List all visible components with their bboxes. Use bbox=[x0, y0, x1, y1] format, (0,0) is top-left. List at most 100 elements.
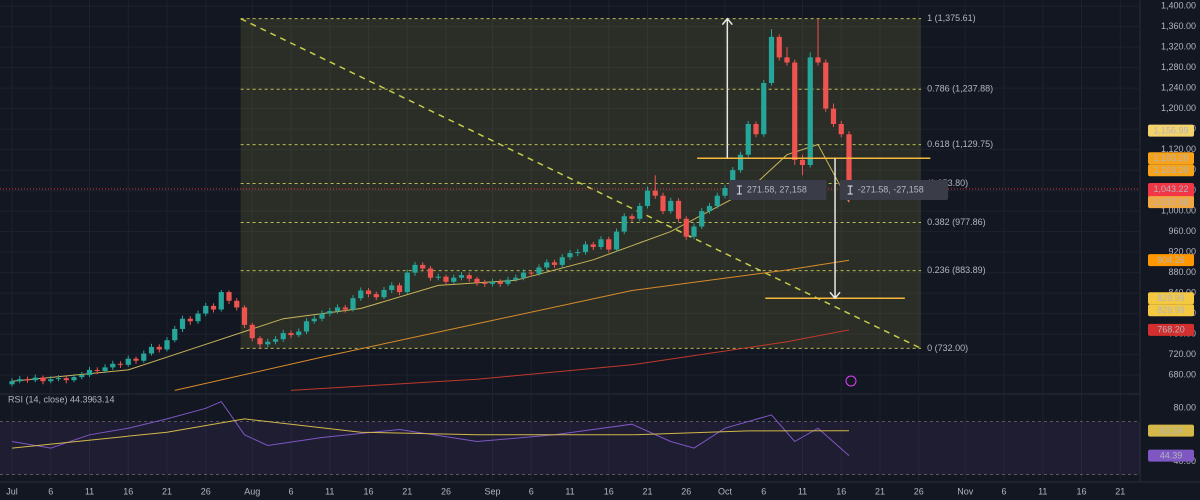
candle-body bbox=[71, 377, 77, 381]
y-tick-label: 960.00 bbox=[1168, 226, 1196, 236]
candle-body bbox=[404, 272, 410, 293]
candle-body bbox=[629, 216, 635, 219]
candle-body bbox=[435, 276, 441, 278]
candle-body bbox=[598, 239, 604, 247]
price-label-box bbox=[1148, 124, 1194, 137]
candle-body bbox=[412, 264, 418, 273]
y-tick-label: 720.00 bbox=[1168, 349, 1196, 359]
moving-average bbox=[174, 259, 850, 391]
candle-body bbox=[637, 205, 643, 219]
candle-body bbox=[48, 379, 54, 382]
price-label-box bbox=[1148, 292, 1194, 305]
price-label-box bbox=[1148, 254, 1194, 267]
price-label: 829.99 bbox=[1157, 293, 1185, 303]
candle-body bbox=[644, 190, 651, 206]
candle-body bbox=[327, 311, 333, 314]
candle-body bbox=[110, 363, 116, 368]
candle-body bbox=[342, 307, 348, 310]
x-tick-label: 11 bbox=[85, 486, 94, 496]
candle-body bbox=[683, 218, 689, 237]
candle-body bbox=[55, 378, 62, 380]
fib-label: 0.786 (1,237.88) bbox=[927, 84, 993, 94]
candle-body bbox=[40, 377, 46, 382]
candle-body bbox=[125, 358, 131, 365]
y-tick-label: 1,400.00 bbox=[1161, 1, 1196, 11]
x-tick-label: 16 bbox=[123, 486, 133, 496]
x-tick-label: Aug bbox=[244, 486, 260, 496]
candle-body bbox=[365, 290, 372, 295]
x-tick-label: 6 bbox=[1001, 486, 1006, 496]
x-tick-label: 26 bbox=[914, 486, 924, 496]
candle-body bbox=[234, 300, 240, 308]
x-tick-label: 21 bbox=[1115, 486, 1125, 496]
candle-body bbox=[761, 83, 767, 135]
candle-body bbox=[133, 358, 139, 361]
candle-body bbox=[358, 290, 364, 299]
candle-body bbox=[497, 281, 503, 284]
y-tick-label: 680.00 bbox=[1168, 369, 1196, 379]
candle-body bbox=[652, 190, 658, 196]
fib-label: 0.236 (883.89) bbox=[927, 265, 986, 275]
rsi-band bbox=[0, 421, 1140, 475]
candle-body bbox=[815, 57, 821, 63]
y-tick-label: 1,120.00 bbox=[1161, 144, 1196, 154]
y-tick-label: 1,360.00 bbox=[1161, 21, 1196, 31]
price-label: 1,017.46 bbox=[1153, 197, 1188, 207]
candle-body bbox=[551, 262, 558, 265]
candle-body bbox=[24, 379, 31, 381]
candle-body bbox=[63, 378, 69, 381]
x-tick-label: 11 bbox=[565, 486, 574, 496]
candle-body bbox=[203, 305, 209, 314]
candle-body bbox=[350, 298, 356, 310]
candle-body bbox=[389, 285, 395, 291]
candle-body bbox=[722, 188, 728, 196]
candle-body bbox=[265, 341, 271, 345]
x-tick-label: 11 bbox=[1038, 486, 1047, 496]
y-tick-label: 1,320.00 bbox=[1161, 42, 1196, 52]
y-tick-label: 1,200.00 bbox=[1161, 103, 1196, 113]
candle-body bbox=[86, 369, 93, 376]
x-tick-label: 16 bbox=[604, 486, 614, 496]
candle-body bbox=[94, 369, 100, 371]
x-tick-label: 21 bbox=[402, 486, 412, 496]
x-tick-label: 26 bbox=[441, 486, 451, 496]
candle-body bbox=[420, 264, 426, 269]
x-tick-label: 6 bbox=[48, 486, 53, 496]
x-tick-label: 6 bbox=[761, 486, 766, 496]
candle-body bbox=[699, 211, 705, 227]
x-tick-label: 26 bbox=[681, 486, 691, 496]
candle-body bbox=[838, 123, 844, 135]
candle-body bbox=[753, 123, 759, 135]
candle-body bbox=[427, 268, 434, 278]
price-label-box bbox=[1148, 164, 1194, 177]
event-icon[interactable] bbox=[845, 375, 857, 387]
y-tick-label: 920.00 bbox=[1168, 246, 1196, 256]
price-label-box bbox=[1148, 196, 1194, 209]
y-tick-label: 1,000.00 bbox=[1161, 205, 1196, 215]
rsi-label-box bbox=[1148, 449, 1194, 462]
fib-label: 0.618 (1,129.75) bbox=[927, 139, 993, 149]
x-tick-label: 16 bbox=[1076, 486, 1086, 496]
rsi-line bbox=[11, 400, 850, 456]
candle-body bbox=[9, 381, 15, 385]
x-tick-label: 16 bbox=[836, 486, 846, 496]
candle-body bbox=[823, 62, 829, 109]
rsi-label: 44.39 bbox=[1160, 450, 1183, 460]
candle-body bbox=[621, 216, 627, 232]
candle-body bbox=[520, 272, 527, 278]
rsi-ma-line bbox=[11, 418, 850, 449]
x-tick-label: 21 bbox=[642, 486, 652, 496]
x-tick-label: Jul bbox=[6, 486, 18, 496]
candle-body bbox=[474, 278, 480, 283]
candle-body bbox=[528, 272, 534, 274]
candle-body bbox=[187, 318, 193, 322]
candle-body bbox=[466, 275, 472, 279]
candle-body bbox=[272, 339, 279, 342]
price-label-box bbox=[1148, 152, 1194, 165]
candle-body bbox=[567, 253, 573, 258]
candle-body bbox=[799, 159, 806, 165]
fib-label: 0.382 (977.86) bbox=[927, 217, 986, 227]
price-label: 1,103.20 bbox=[1153, 153, 1188, 163]
candle-body bbox=[226, 292, 232, 301]
candle-body bbox=[575, 252, 581, 254]
